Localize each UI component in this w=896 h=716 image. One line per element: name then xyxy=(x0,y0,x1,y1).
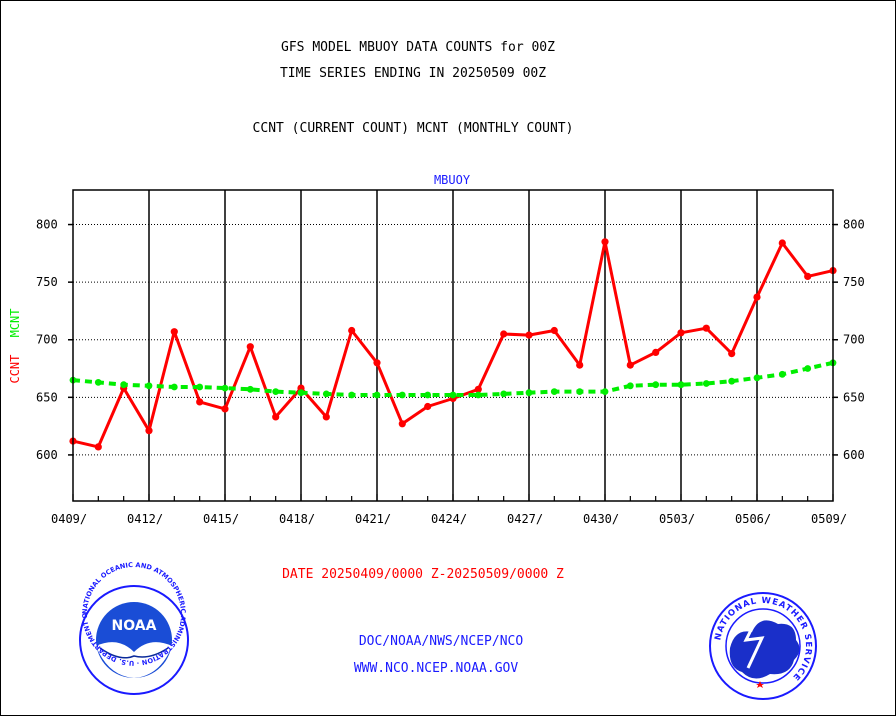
data-point-mcnt xyxy=(626,382,634,390)
footer-line-1: DOC/NOAA/NWS/NCEP/NCO xyxy=(359,634,524,649)
y-tick-label-left: 800 xyxy=(36,218,58,232)
data-point-ccnt xyxy=(626,361,634,369)
panel-label: MBUOY xyxy=(434,173,471,187)
data-point-mcnt xyxy=(94,379,102,386)
grid xyxy=(73,190,833,501)
x-tick-label: 0424/ xyxy=(431,512,467,526)
chart-title-line-1: GFS MODEL MBUOY DATA COUNTS for 00Z xyxy=(281,40,555,55)
data-point-mcnt xyxy=(145,382,153,390)
noaa-logo-ring-text: NATIONAL OCEANIC AND ATMOSPHERIC ADMINIS… xyxy=(0,0,187,667)
data-point-ccnt xyxy=(221,405,229,413)
data-point-ccnt xyxy=(322,413,330,421)
x-tick-label: 0412/ xyxy=(127,512,163,526)
data-point-mcnt xyxy=(424,391,432,399)
data-point-ccnt xyxy=(196,398,204,406)
x-tick-label: 0415/ xyxy=(203,512,239,526)
data-point-mcnt xyxy=(677,381,685,389)
data-point-mcnt xyxy=(348,391,356,399)
data-point-mcnt xyxy=(550,388,558,395)
x-tick-label: 0427/ xyxy=(507,512,543,526)
data-point-ccnt xyxy=(145,427,153,435)
data-point-mcnt xyxy=(398,391,406,399)
data-point-mcnt xyxy=(120,381,128,389)
x-axis-label: DATE 20250409/0000 Z-20250509/0000 Z xyxy=(282,567,564,582)
data-point-ccnt xyxy=(525,331,533,339)
data-point-mcnt xyxy=(373,391,381,399)
x-tick-label: 0506/ xyxy=(735,512,771,526)
x-tick-label: 0509/ xyxy=(811,512,847,526)
data-point-ccnt xyxy=(652,348,660,356)
data-point-ccnt xyxy=(601,238,609,246)
y-tick-label-left: 750 xyxy=(36,275,58,289)
data-point-mcnt xyxy=(778,370,786,378)
data-point-mcnt xyxy=(196,383,204,391)
data-point-mcnt xyxy=(246,385,254,393)
data-point-ccnt xyxy=(348,326,356,335)
data-point-ccnt xyxy=(170,328,178,336)
y-axis-label-mcnt: MCNT xyxy=(8,308,22,337)
data-point-ccnt xyxy=(576,361,584,369)
data-point-mcnt xyxy=(449,391,457,399)
series-layer xyxy=(69,238,837,451)
data-point-ccnt xyxy=(373,359,381,367)
x-tick-label: 0418/ xyxy=(279,512,315,526)
data-point-ccnt xyxy=(398,420,406,428)
x-tick-label: 0409/ xyxy=(51,512,87,526)
data-point-mcnt xyxy=(753,374,761,382)
data-point-mcnt xyxy=(576,388,584,395)
data-point-ccnt xyxy=(677,329,685,337)
footer-line-2: WWW.NCO.NCEP.NOAA.GOV xyxy=(354,661,519,676)
data-point-ccnt xyxy=(728,350,736,358)
data-point-ccnt xyxy=(778,239,786,247)
chart-subtitle: CCNT (CURRENT COUNT) MCNT (MONTHLY COUNT… xyxy=(253,121,574,136)
data-point-ccnt xyxy=(474,385,482,393)
data-point-ccnt xyxy=(272,413,280,421)
y-axis-label-ccnt: CCNT xyxy=(8,355,22,384)
noaa-logo: NOAA NATIONAL OCEANIC AND ATMOSPHERIC AD… xyxy=(0,0,189,695)
data-point-mcnt xyxy=(170,383,178,391)
y-tick-label-left: 700 xyxy=(36,333,58,347)
data-point-mcnt xyxy=(474,391,482,399)
data-point-mcnt xyxy=(297,389,305,397)
data-point-ccnt xyxy=(424,402,432,411)
x-tick-label: 0503/ xyxy=(659,512,695,526)
x-tick-label: 0430/ xyxy=(583,512,619,526)
data-point-ccnt xyxy=(94,443,102,451)
y-axis-label: CCNT MCNT xyxy=(8,308,22,383)
data-point-mcnt xyxy=(728,377,736,385)
y-tick-label-right: 800 xyxy=(843,218,865,232)
y-tick-label-right: 750 xyxy=(843,275,865,289)
nws-logo: NATIONAL WEATHER SERVICE xyxy=(709,592,817,700)
data-point-ccnt xyxy=(246,343,254,351)
y-tick-label-right: 600 xyxy=(843,448,865,462)
data-point-mcnt xyxy=(525,389,533,397)
data-point-ccnt xyxy=(753,293,761,301)
data-point-mcnt xyxy=(221,384,229,392)
data-point-ccnt xyxy=(550,326,558,335)
y-tick-label-left: 650 xyxy=(36,390,58,404)
data-point-mcnt xyxy=(652,381,660,389)
svg-text:NATIONAL OCEANIC AND ATMOSPHER: NATIONAL OCEANIC AND ATMOSPHERIC ADMINIS… xyxy=(0,0,187,667)
data-point-ccnt xyxy=(804,272,812,280)
data-point-mcnt xyxy=(804,365,812,372)
data-point-ccnt xyxy=(500,330,508,338)
x-tick-label: 0421/ xyxy=(355,512,391,526)
data-point-mcnt xyxy=(601,388,609,395)
data-point-mcnt xyxy=(272,388,280,395)
axes: 600 600 650 650 700 700 750 750 800 800 0409/0412/… xyxy=(36,218,865,526)
svg-text:CCNT MCNT: CCNT MCNT xyxy=(8,308,22,383)
y-tick-label-left: 600 xyxy=(36,448,58,462)
y-tick-label-right: 700 xyxy=(843,333,865,347)
data-point-ccnt xyxy=(702,324,710,332)
data-point-mcnt xyxy=(500,390,508,398)
data-point-mcnt xyxy=(702,380,710,387)
data-point-mcnt xyxy=(322,390,330,398)
y-tick-label-right: 650 xyxy=(843,390,865,404)
noaa-logo-text: NOAA xyxy=(112,618,157,634)
chart-title-line-2: TIME SERIES ENDING IN 20250509 00Z xyxy=(280,66,546,81)
